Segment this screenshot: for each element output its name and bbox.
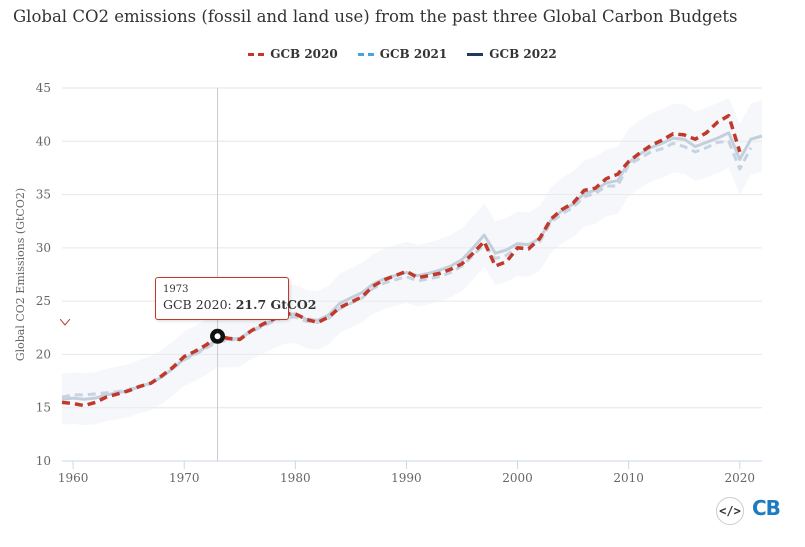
- legend-label: GCB 2020: [270, 47, 338, 61]
- chart-title: Global CO2 emissions (fossil and land us…: [13, 7, 738, 26]
- x-tick-label: 1990: [391, 471, 422, 485]
- x-tick-label: 2000: [502, 471, 533, 485]
- x-tick-label: 1980: [280, 471, 311, 485]
- legend-swatch-gcb-2020: [248, 52, 265, 56]
- y-tick-label: 20: [36, 347, 51, 361]
- uncertainty-band-area: [62, 97, 762, 426]
- tooltip-pointer: [60, 319, 70, 326]
- embed-code-button[interactable]: </>: [716, 497, 744, 525]
- carbon-brief-logo: CB: [752, 496, 781, 520]
- axes: 10 15 20 25 30 35 40 45 1960 1970 1980 1990 2000 2010…: [14, 81, 762, 485]
- y-axis-title: Global CO2 Emissions (GtCO2): [14, 188, 27, 361]
- legend-swatch-gcb-2021: [357, 52, 374, 56]
- uncertainty-band: [62, 97, 762, 426]
- tooltip-series: GCB 2020:: [163, 297, 232, 312]
- y-tick-label: 10: [36, 454, 51, 468]
- legend-item-gcb-2021[interactable]: GCB 2021: [357, 47, 448, 61]
- hover-highlight: [210, 88, 226, 461]
- y-tick-label: 40: [36, 134, 51, 148]
- tooltip: 1973 GCB 2020: 21.7 GtCO2: [155, 277, 317, 320]
- tooltip-year: 1973: [163, 284, 189, 295]
- legend-swatch-gcb-2022: [467, 52, 484, 56]
- legend-label: GCB 2021: [379, 47, 448, 61]
- legend-item-gcb-2020[interactable]: GCB 2020: [248, 47, 338, 61]
- x-tick-label: 2010: [613, 471, 644, 485]
- legend: GCB 2020 GCB 2021 GCB 2022: [0, 47, 805, 61]
- x-tick-label: 2020: [725, 471, 756, 485]
- series-lines[interactable]: [61, 113, 763, 408]
- tooltip-value-line: GCB 2020: 21.7 GtCO2: [163, 296, 317, 313]
- y-tick-label: 35: [36, 188, 51, 202]
- x-tick-label: 1970: [169, 471, 200, 485]
- tooltip-value: 21.7 GtCO2: [235, 297, 317, 312]
- x-tick-label: 1960: [58, 471, 89, 485]
- series-line-gcb-2020[interactable]: [61, 113, 742, 408]
- legend-label: GCB 2022: [489, 47, 557, 61]
- legend-item-gcb-2022[interactable]: GCB 2022: [467, 47, 557, 61]
- highlight-marker-inner: [214, 333, 221, 340]
- y-tick-label: 25: [36, 294, 51, 308]
- y-tick-label: 30: [36, 241, 51, 255]
- y-tick-label: 15: [36, 401, 51, 415]
- y-tick-label: 45: [36, 81, 51, 95]
